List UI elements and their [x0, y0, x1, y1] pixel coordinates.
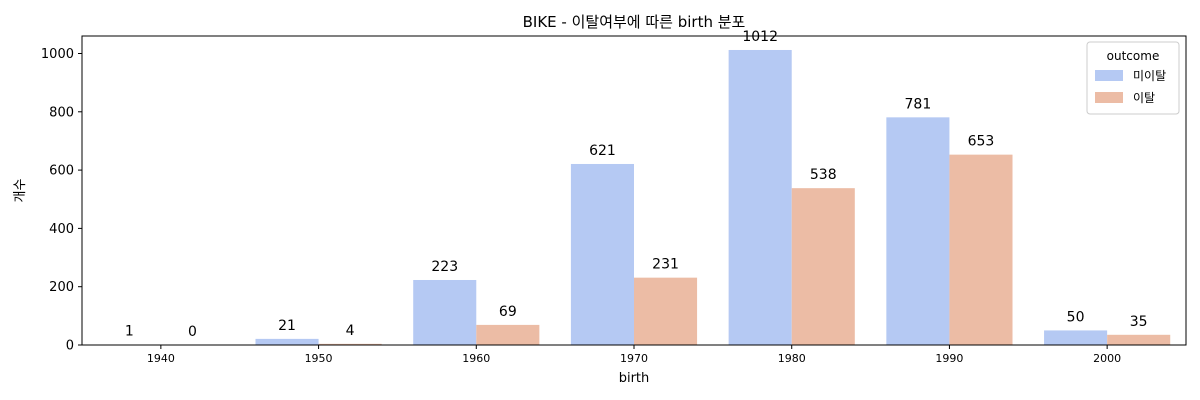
y-tick-label: 0	[66, 339, 74, 354]
x-tick-label: 1980	[778, 352, 806, 365]
y-axis-label: 개수	[13, 179, 28, 203]
bar-value-label: 231	[652, 257, 679, 273]
bar	[1107, 334, 1171, 345]
bar-value-label: 4	[346, 323, 355, 339]
plot-frame	[81, 35, 1187, 346]
bar-value-label: 621	[589, 143, 616, 159]
bar-value-label: 223	[431, 259, 458, 275]
bar	[570, 163, 634, 345]
bar	[318, 343, 382, 345]
legend-entry: 미이탈	[1133, 69, 1166, 83]
y-tick-label: 200	[49, 280, 74, 295]
bar-value-label: 538	[810, 167, 837, 183]
bar	[1044, 330, 1108, 345]
x-tick-label: 1960	[462, 352, 490, 365]
bar	[476, 324, 540, 345]
y-tick-label: 400	[49, 222, 74, 237]
bar	[791, 188, 855, 345]
x-tick-label: 1970	[620, 352, 648, 365]
x-tick-label: 1940	[147, 352, 175, 365]
bar-value-label: 781	[905, 96, 932, 112]
x-axis-label: birth	[619, 371, 650, 386]
bar-value-label: 35	[1130, 314, 1148, 330]
bar-value-label: 21	[278, 318, 296, 334]
bar-value-label: 50	[1067, 309, 1085, 325]
chart-title: BIKE - 이탈여부에 따른 birth 분포	[523, 13, 746, 31]
legend-title: outcome	[1107, 49, 1160, 63]
y-tick-label: 800	[49, 105, 74, 120]
bar-value-label: 1	[125, 324, 134, 340]
x-tick-label: 2000	[1093, 352, 1121, 365]
y-tick-label: 1000	[41, 47, 74, 62]
bar-value-label: 1012	[742, 29, 778, 45]
bar	[886, 117, 950, 345]
bar-value-label: 69	[499, 304, 517, 320]
bar	[728, 49, 792, 345]
bar-value-label: 653	[968, 134, 995, 150]
bar	[634, 277, 698, 345]
bar	[255, 338, 319, 345]
bar	[413, 279, 477, 345]
plot-area: 1 0 1940 21 4 1950 223 69 1960 621 231 1970 1012 538 1…	[41, 29, 1187, 365]
legend-swatch	[1095, 92, 1123, 103]
legend-swatch	[1095, 70, 1123, 81]
x-tick-label: 1990	[935, 352, 963, 365]
legend-entry: 이탈	[1133, 91, 1155, 105]
y-tick-label: 600	[49, 164, 74, 179]
bar-value-label: 0	[188, 324, 197, 340]
x-tick-label: 1950	[305, 352, 333, 365]
bar	[949, 154, 1013, 345]
